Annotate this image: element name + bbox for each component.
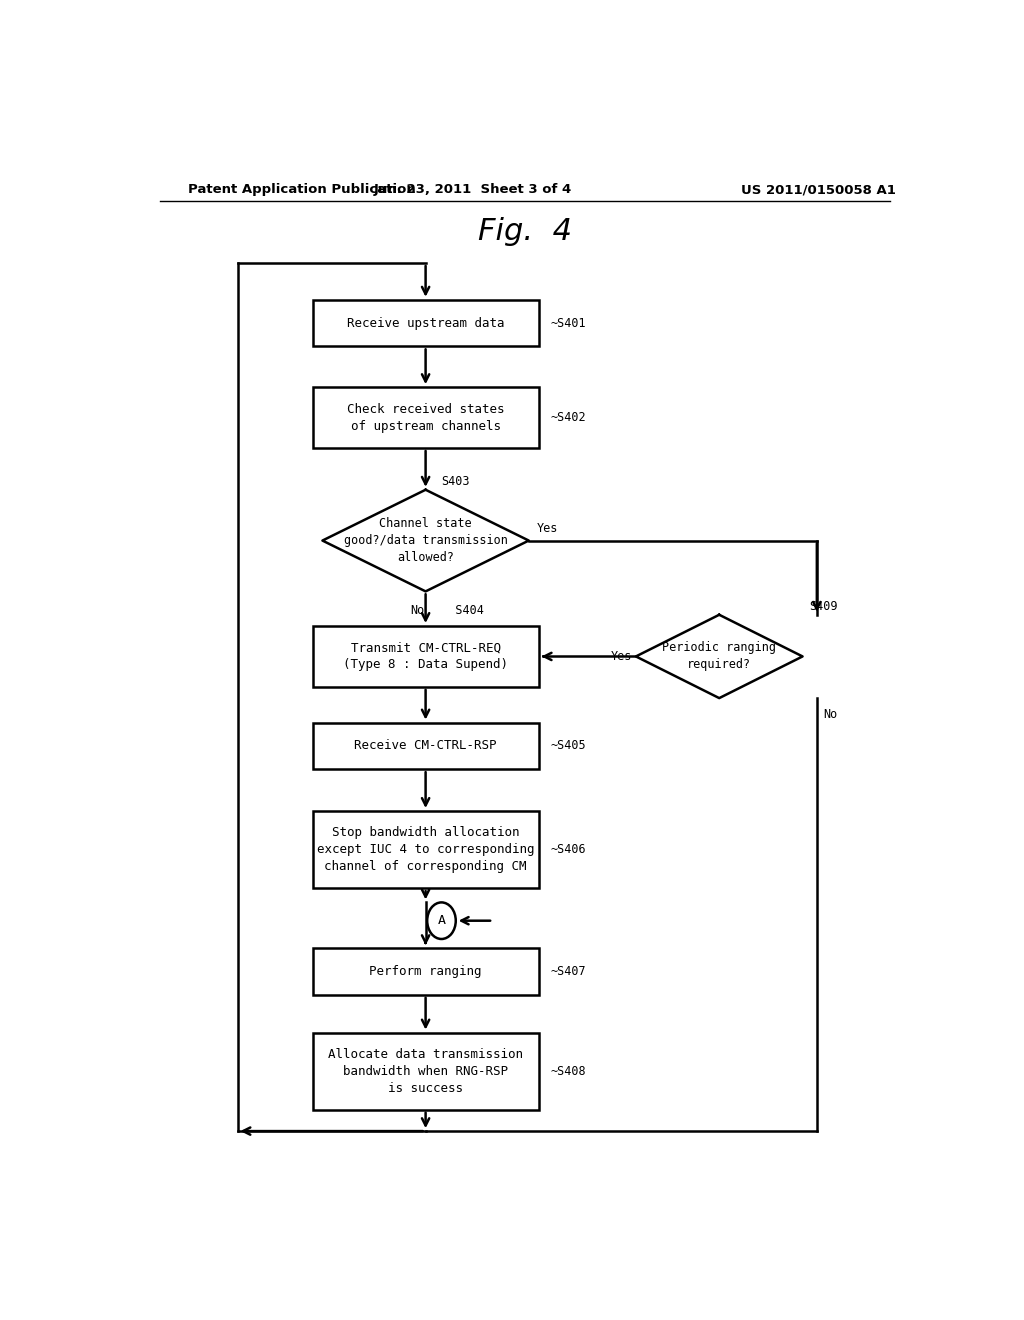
Text: Patent Application Publication: Patent Application Publication — [187, 183, 416, 197]
Text: No: No — [411, 603, 425, 616]
Text: Yes: Yes — [537, 521, 558, 535]
Text: Receive CM-CTRL-RSP: Receive CM-CTRL-RSP — [354, 739, 497, 752]
Text: ~S406: ~S406 — [551, 843, 586, 857]
Text: A: A — [437, 915, 445, 927]
Text: No: No — [823, 709, 838, 721]
FancyBboxPatch shape — [312, 722, 539, 770]
Text: ~S405: ~S405 — [551, 739, 586, 752]
Text: Stop bandwidth allocation
except IUC 4 to corresponding
channel of corresponding: Stop bandwidth allocation except IUC 4 t… — [316, 826, 535, 873]
FancyBboxPatch shape — [312, 1032, 539, 1110]
FancyBboxPatch shape — [312, 300, 539, 346]
FancyBboxPatch shape — [312, 626, 539, 686]
Text: Yes: Yes — [610, 649, 632, 663]
Text: Transmit CM-CTRL-REQ
(Type 8 : Data Supend): Transmit CM-CTRL-REQ (Type 8 : Data Supe… — [343, 642, 508, 672]
FancyBboxPatch shape — [312, 810, 539, 888]
Text: ~S402: ~S402 — [551, 411, 586, 424]
Text: Allocate data transmission
bandwidth when RNG-RSP
is success: Allocate data transmission bandwidth whe… — [328, 1048, 523, 1094]
Text: ~S401: ~S401 — [551, 317, 586, 330]
Text: ~S407: ~S407 — [551, 965, 586, 978]
Text: US 2011/0150058 A1: US 2011/0150058 A1 — [741, 183, 896, 197]
FancyBboxPatch shape — [312, 948, 539, 995]
Text: Receive upstream data: Receive upstream data — [347, 317, 505, 330]
Text: Fig.  4: Fig. 4 — [478, 216, 571, 246]
Text: Periodic ranging
required?: Periodic ranging required? — [663, 642, 776, 672]
Circle shape — [427, 903, 456, 939]
Text: S409: S409 — [809, 601, 838, 612]
Text: S404: S404 — [433, 603, 483, 616]
Text: Check received states
of upstream channels: Check received states of upstream channe… — [347, 403, 505, 433]
Text: Channel state
good?/data transmission
allowed?: Channel state good?/data transmission al… — [344, 517, 508, 564]
Text: Perform ranging: Perform ranging — [370, 965, 482, 978]
Text: S403: S403 — [441, 475, 470, 488]
FancyBboxPatch shape — [312, 387, 539, 447]
Text: Jun. 23, 2011  Sheet 3 of 4: Jun. 23, 2011 Sheet 3 of 4 — [374, 183, 572, 197]
Text: ~S408: ~S408 — [551, 1065, 586, 1077]
